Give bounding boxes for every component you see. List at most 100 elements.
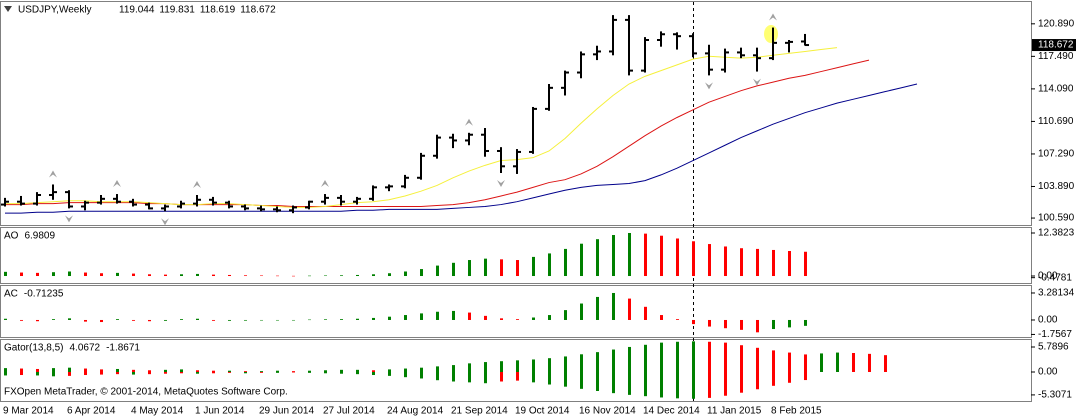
copyright: FXOpen MetaTrader, © 2001-2014, MetaQuot… [4,387,288,398]
histogram-bar [500,259,503,277]
indicator-name: AC [4,289,18,300]
gator-bar [516,360,519,372]
gator-bar [36,371,39,376]
chart-menu-icon[interactable] [4,6,12,12]
histogram-bar [196,273,199,277]
x-tick-label: 21 Sep 2014 [451,406,508,417]
y-tick-label: -5.3071 [1038,390,1072,401]
histogram-bar [548,253,551,277]
gator-bar [740,371,743,393]
histogram-bar [244,319,247,321]
gator-bar [372,370,375,372]
gator-bar [676,371,679,399]
header-close: 118.672 [240,5,276,16]
histogram-bar [36,319,39,322]
histogram-bar [132,319,135,321]
histogram-bar [116,272,119,277]
gator-bar [548,371,551,385]
histogram-bar [612,292,615,320]
y-tick-label: 103.890 [1038,181,1075,192]
gator-bar [836,352,839,372]
gator-bar [228,371,231,373]
gator-bar [436,366,439,372]
y-tick-label: 0.00 [1038,367,1058,378]
gator-bar [68,371,71,376]
gator-bar [532,371,535,383]
histogram-bar [68,318,71,320]
y-tick-label: 5.7896 [1038,342,1069,353]
gator-bar [628,346,631,372]
histogram-bar [708,319,711,327]
x-tick-label: 8 Feb 2015 [771,406,822,417]
gator-bar [804,354,807,372]
histogram-bar [260,319,263,321]
alligator-line [5,83,918,214]
histogram-bar [804,319,807,326]
gator-bar [660,342,663,372]
y-tick-label: -1.7567 [1038,329,1072,340]
gator-bar [420,371,423,379]
histogram-bar [340,319,343,320]
y-tick-label: 3.28134 [1038,288,1075,299]
histogram-bar [532,317,535,320]
histogram-bar [372,274,375,277]
gator-bar [36,368,39,372]
gator-bar [148,371,151,375]
gator-bar [868,353,871,372]
histogram-bar [404,271,407,277]
y-tick-label: 12.3823 [1038,228,1075,239]
gator-bar [100,369,103,372]
histogram-bar [228,274,231,277]
histogram-bar [580,243,583,277]
highlight [764,25,778,43]
header-low: 118.619 [200,5,236,16]
histogram-bar [372,317,375,320]
bid-label: 118.672 [1038,40,1074,51]
gator-bar [148,370,151,372]
histogram-bar [340,275,343,277]
histogram-bar [180,274,183,277]
gator-bar [372,371,375,376]
gator-bar [772,350,775,372]
histogram-bar [164,319,167,321]
gator-bar [4,368,7,372]
histogram-bar [628,298,631,320]
ac-pane-frame [0,285,1032,338]
histogram-bar [404,315,407,320]
histogram-bar [468,260,471,277]
ao-pane-frame [0,227,1032,284]
indicator-value: -1.8671 [106,343,140,354]
x-tick-label: 4 May 2014 [131,406,184,417]
histogram-bar [420,313,423,320]
gator-bar [612,371,615,394]
gator-bar [52,368,55,372]
x-tick-label: 16 Nov 2014 [579,406,636,417]
x-tick-label: 11 Jan 2015 [707,406,762,417]
gator-bar [820,353,823,372]
gator-bar [180,369,183,372]
bid-label-box [1032,39,1076,52]
histogram-bar [292,275,295,277]
indicator-value: -0.71235 [24,289,64,300]
histogram-bar [308,319,311,321]
histogram-bar [628,232,631,277]
y-tick-label: 110.690 [1038,116,1074,127]
histogram-bar [740,319,743,330]
x-tick-label: 9 Mar 2014 [3,406,54,417]
gator-bar [180,371,183,374]
histogram-bar [500,318,503,320]
gator-bar [276,370,279,372]
gator-bar [564,356,567,372]
histogram-bar [260,275,263,277]
histogram-bar [148,319,151,322]
gator-bar [644,344,647,372]
histogram-bar [532,256,535,277]
histogram-bar [788,250,791,277]
x-tick-label: 27 Jul 2014 [323,406,375,417]
histogram-bar [20,272,23,277]
y-tick-label: 107.290 [1038,149,1075,160]
histogram-bar [772,319,775,330]
fractal-up [769,13,777,21]
